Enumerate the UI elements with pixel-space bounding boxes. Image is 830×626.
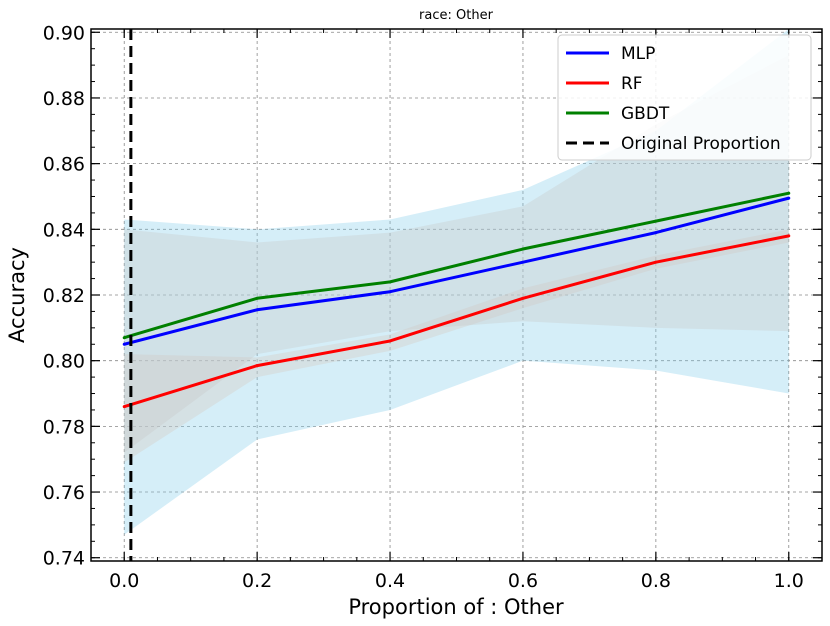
grid-lines: [91, 29, 822, 561]
series-line-mlp: [123, 196, 790, 346]
band-rf: [124, 229, 789, 463]
y-tick-label-0: 0.74: [43, 548, 85, 570]
point-mlp-0: [122, 342, 126, 346]
x-tick-labels: 0.0 0.2 0.4 0.6 0.8 1.0: [109, 570, 804, 592]
point-gbdt-4: [654, 219, 658, 223]
y-tick-label-5: 0.84: [43, 219, 85, 241]
y-tick-label-4: 0.82: [43, 285, 85, 307]
point-rf-1: [255, 364, 259, 368]
legend-label-gbdt: GBDT: [621, 104, 670, 124]
point-gbdt-5: [787, 191, 791, 195]
series-line-gbdt: [123, 191, 790, 340]
point-gbdt-3: [521, 247, 525, 251]
y-tick-label-8: 0.90: [43, 22, 85, 44]
point-gbdt-0: [122, 336, 126, 340]
point-rf-2: [388, 339, 392, 343]
x-tick-label-5: 1.0: [774, 570, 804, 592]
point-rf-4: [654, 260, 658, 264]
y-tick-label-2: 0.78: [43, 416, 85, 438]
point-rf-0: [122, 405, 126, 409]
series-line-rf: [123, 234, 790, 409]
point-rf-5: [787, 234, 791, 238]
point-mlp-4: [654, 231, 658, 235]
y-tick-label-1: 0.76: [43, 482, 85, 504]
point-mlp-1: [255, 308, 259, 312]
axis-ticks: [91, 29, 822, 561]
legend: MLP RF GBDT Original Proportion: [557, 34, 812, 161]
x-tick-label-1: 0.2: [242, 570, 272, 592]
x-tick-label-2: 0.4: [375, 570, 405, 592]
legend-label-mlp: MLP: [621, 44, 655, 64]
legend-label-rf: RF: [621, 74, 643, 94]
point-mlp-2: [388, 290, 392, 294]
x-tick-label-3: 0.6: [508, 570, 538, 592]
y-tick-label-3: 0.80: [43, 351, 85, 373]
point-gbdt-2: [388, 280, 392, 284]
x-tick-label-0: 0.0: [109, 570, 139, 592]
legend-label-original-proportion: Original Proportion: [621, 134, 781, 154]
point-gbdt-1: [255, 296, 259, 300]
y-tick-label-7: 0.88: [43, 88, 85, 110]
point-rf-3: [521, 296, 525, 300]
point-mlp-3: [521, 260, 525, 264]
y-axis-label: Accuracy: [5, 247, 29, 343]
legend-box: [557, 34, 812, 161]
x-axis-label: Proportion of : Other: [348, 595, 564, 619]
series-lines: [122, 191, 791, 409]
y-tick-label-6: 0.86: [43, 154, 85, 176]
x-tick-label-4: 0.8: [641, 570, 671, 592]
y-tick-labels: 0.74 0.76 0.78 0.80 0.82 0.84 0.86 0.88 0.90: [43, 22, 85, 569]
point-mlp-5: [787, 196, 791, 200]
chart-title: race: Other: [419, 8, 494, 23]
